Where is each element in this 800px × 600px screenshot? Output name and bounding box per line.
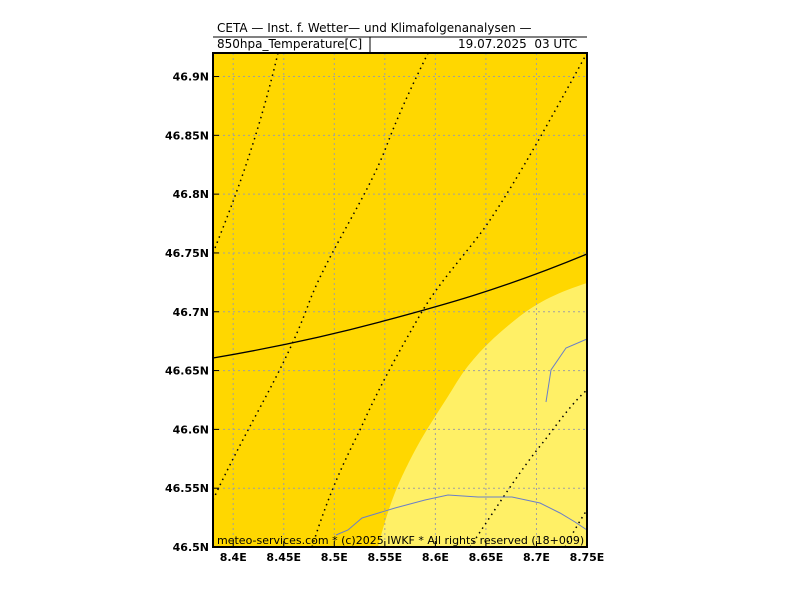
lon-tick-label: 8.65E <box>469 551 504 564</box>
lat-tick-label: 46.8N <box>173 188 209 201</box>
isotherm-line <box>212 52 279 254</box>
lat-tick-label: 46.6N <box>173 423 209 436</box>
zero-contour <box>212 253 588 359</box>
lat-tick-label: 46.85N <box>165 129 209 142</box>
isotherms <box>212 52 588 548</box>
lat-tick-label: 46.5N <box>173 541 209 554</box>
lon-tick-label: 8.4E <box>220 551 247 564</box>
valid-time: 19.07.2025 03 UTC <box>458 37 578 51</box>
isotherm-line <box>469 389 588 548</box>
lon-tick-label: 8.6E <box>422 551 449 564</box>
header-title: CETA — Inst. f. Wetter— und Klimafolgena… <box>217 21 532 35</box>
lat-tick-label: 46.7N <box>173 306 209 319</box>
lon-tick-label: 8.75E <box>570 551 605 564</box>
copyright-footer: meteo-services.com * (c)2025 IWKF * All … <box>217 534 584 547</box>
lat-tick-label: 46.65N <box>165 365 209 378</box>
lat-tick-label: 46.9N <box>173 71 209 84</box>
lon-tick-label: 8.45E <box>266 551 301 564</box>
lat-tick-label: 46.55N <box>165 482 209 495</box>
borders <box>335 338 588 536</box>
border-line <box>335 494 588 536</box>
lon-tick-label: 8.7E <box>523 551 550 564</box>
lon-tick-label: 8.55E <box>368 551 403 564</box>
isotherm-line <box>564 509 588 548</box>
longitude-labels: 8.4E 8.45E 8.5E 8.55E 8.6E 8.65E 8.7E 8.75E <box>220 541 605 564</box>
lake-outline <box>545 338 588 403</box>
field-name: 850hpa_Temperature[C] <box>217 37 363 51</box>
lat-tick-label: 46.75N <box>165 247 209 260</box>
map-frame <box>212 52 588 548</box>
lon-tick-label: 8.5E <box>321 551 348 564</box>
latitude-labels: 46.5N 46.55N 46.6N 46.65N 46.7N 46.75N 46.8N 46… <box>165 71 219 554</box>
warmer-region <box>378 283 587 547</box>
